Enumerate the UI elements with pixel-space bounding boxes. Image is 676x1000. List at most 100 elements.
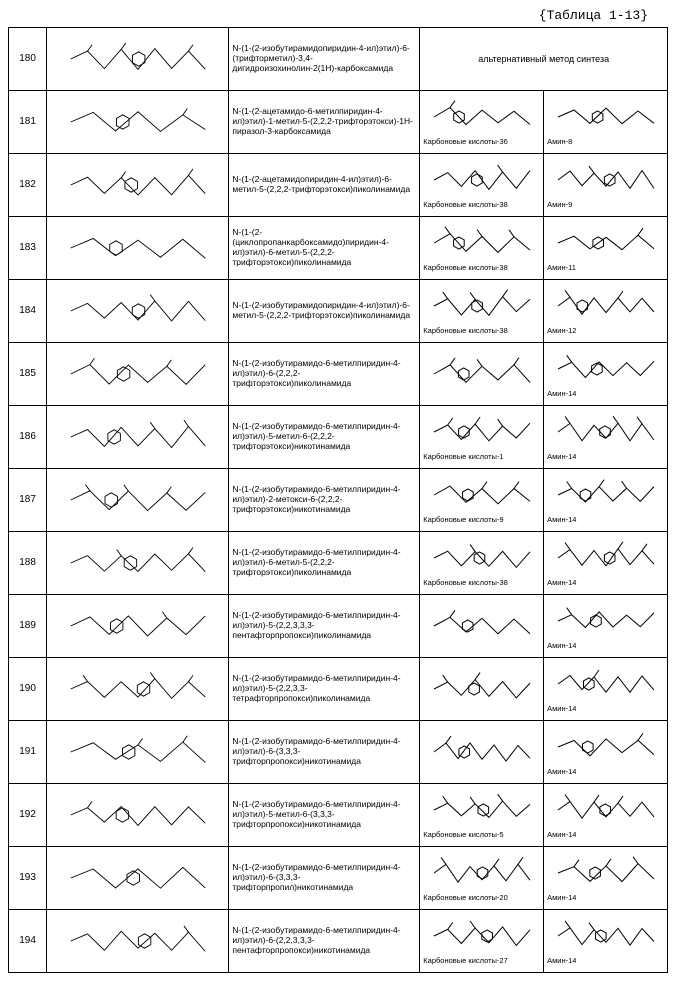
acid-label: Карбоновые кислоты-38 [423,327,540,336]
acid-label: Карбоновые кислоты-5 [423,831,540,840]
structure-diagram [50,669,225,709]
acid-label: Карбоновые кислоты-9 [423,516,540,525]
acid-cell: Карбоновые кислоты-38 [420,217,544,280]
table-row: 184 N-(1-(2-изобутирамидопиридин-4-ил)эт… [9,280,668,343]
main-structure [47,658,229,721]
row-id: 180 [9,28,47,91]
amine-label: Амин-8 [547,138,664,147]
compound-table: 180 N-(1-(2-изобутирамидопиридин-4-ил)эт… [8,27,668,973]
amine-cell: Амин-14 [544,658,668,721]
amine-cell: Амин-14 [544,784,668,847]
amine-label: Амин-14 [547,516,664,525]
table-row: 189 N-(1-(2-изобутирамидо-6-метилпиридин… [9,595,668,658]
amine-structure [547,349,664,389]
table-row: 188 N-(1-(2-изобутирамидо-6-метилпиридин… [9,532,668,595]
compound-name: N-(1-(2-изобутирамидо-6-метилпиридин-4-и… [229,784,420,847]
amine-cell: Амин-14 [544,595,668,658]
amine-structure [547,412,664,452]
compound-name: N-(1-(2-изобутирамидо-6-метилпиридин-4-и… [229,595,420,658]
compound-name: N-(1-(2-изобутирамидо-6-метилпиридин-4-и… [229,343,420,406]
main-structure [47,847,229,910]
main-structure [47,469,229,532]
amine-structure [547,853,664,893]
row-id: 194 [9,910,47,973]
structure-diagram [50,606,225,646]
table-title: {Таблица 1-13} [8,8,668,23]
row-id: 192 [9,784,47,847]
main-structure [47,28,229,91]
acid-structure [423,732,540,772]
main-structure [47,910,229,973]
compound-name: N-(1-(2-(циклопропанкарбоксамидо)пиридин… [229,217,420,280]
structure-diagram [50,543,225,583]
compound-name: N-(1-(2-ацетамидо-6-метилпиридин-4-ил)эт… [229,91,420,154]
table-row: 191 N-(1-(2-изобутирамидо-6-метилпиридин… [9,721,668,784]
amine-structure [547,223,664,263]
amine-structure [547,790,664,830]
compound-name: N-(1-(2-изобутирамидо-6-метилпиридин-4-и… [229,532,420,595]
acid-label: Карбоновые кислоты-1 [423,453,540,462]
acid-label: Карбоновые кислоты-36 [423,138,540,147]
acid-structure [423,790,540,830]
amine-label: Амин-12 [547,327,664,336]
row-id: 186 [9,406,47,469]
row-id: 188 [9,532,47,595]
amine-label: Амин-14 [547,453,664,462]
structure-diagram [50,228,225,268]
row-id: 184 [9,280,47,343]
amine-cell: Амин-14 [544,847,668,910]
acid-cell [420,595,544,658]
amine-cell: Амин-8 [544,91,668,154]
main-structure [47,532,229,595]
acid-structure [423,475,540,515]
structure-diagram [50,858,225,898]
amine-structure [547,601,664,641]
compound-name: N-(1-(2-изобутирамидо-6-метилпиридин-4-и… [229,910,420,973]
row-id: 187 [9,469,47,532]
acid-label: Карбоновые кислоты-20 [423,894,540,903]
compound-name: N-(1-(2-изобутирамидо-6-метилпиридин-4-и… [229,406,420,469]
table-row: 183 N-(1-(2-(циклопропанкарбоксамидо)пир… [9,217,668,280]
main-structure [47,280,229,343]
acid-label: Карбоновые кислоты-38 [423,579,540,588]
amine-label: Амин-11 [547,264,664,273]
main-structure [47,595,229,658]
row-id: 185 [9,343,47,406]
amine-cell: Амин-14 [544,469,668,532]
acid-cell: Карбоновые кислоты-38 [420,280,544,343]
compound-name: N-(1-(2-изобутирамидо-6-метилпиридин-4-и… [229,847,420,910]
amine-label: Амин-14 [547,957,664,966]
acid-structure [423,669,540,709]
main-structure [47,91,229,154]
acid-structure [423,538,540,578]
acid-structure [423,223,540,263]
acid-cell: Карбоновые кислоты-5 [420,784,544,847]
amine-cell: Амин-14 [544,406,668,469]
acid-cell: Карбоновые кислоты-27 [420,910,544,973]
amine-cell: Амин-14 [544,910,668,973]
amine-cell: Амин-14 [544,721,668,784]
amine-label: Амин-14 [547,831,664,840]
row-id: 183 [9,217,47,280]
acid-structure [423,97,540,137]
acid-label: Карбоновые кислоты-27 [423,957,540,966]
structure-diagram [50,921,225,961]
main-structure [47,154,229,217]
acid-structure [423,354,540,394]
acid-cell: Карбоновые кислоты-20 [420,847,544,910]
structure-diagram [50,732,225,772]
table-row: 190 N-(1-(2-изобутирамидо-6-метилпиридин… [9,658,668,721]
compound-name: N-(1-(2-изобутирамидопиридин-4-ил)этил)-… [229,280,420,343]
amine-label: Амин-14 [547,894,664,903]
row-id: 190 [9,658,47,721]
compound-name: N-(1-(2-изобутирамидо-6-метилпиридин-4-и… [229,469,420,532]
main-structure [47,343,229,406]
structure-diagram [50,39,225,79]
amine-label: Амин-14 [547,642,664,651]
amine-label: Амин-14 [547,579,664,588]
amine-structure [547,916,664,956]
structure-diagram [50,354,225,394]
structure-diagram [50,102,225,142]
amine-label: Амин-9 [547,201,664,210]
table-row: 182 N-(1-(2-ацетамидопиридин-4-ил)этил)-… [9,154,668,217]
